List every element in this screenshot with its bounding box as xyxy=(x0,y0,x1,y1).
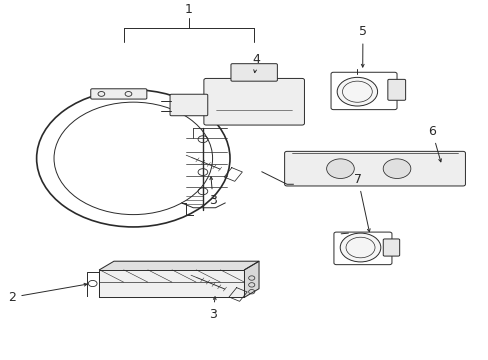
FancyBboxPatch shape xyxy=(383,239,399,256)
FancyBboxPatch shape xyxy=(284,151,465,186)
Text: 3: 3 xyxy=(209,177,217,207)
FancyBboxPatch shape xyxy=(203,78,304,125)
Text: 7: 7 xyxy=(353,173,369,232)
FancyBboxPatch shape xyxy=(230,64,277,81)
Text: 4: 4 xyxy=(252,53,260,73)
Text: 1: 1 xyxy=(184,3,192,16)
Circle shape xyxy=(340,233,380,262)
Text: 2: 2 xyxy=(8,283,87,304)
Text: 3: 3 xyxy=(209,297,217,320)
FancyBboxPatch shape xyxy=(91,89,146,99)
Text: 5: 5 xyxy=(358,26,366,67)
Circle shape xyxy=(337,77,377,106)
Text: 6: 6 xyxy=(427,125,441,162)
Polygon shape xyxy=(99,270,244,297)
Polygon shape xyxy=(99,261,259,270)
Polygon shape xyxy=(244,261,259,297)
Circle shape xyxy=(383,159,410,179)
Circle shape xyxy=(326,159,354,179)
FancyBboxPatch shape xyxy=(170,94,207,116)
FancyBboxPatch shape xyxy=(387,79,405,100)
